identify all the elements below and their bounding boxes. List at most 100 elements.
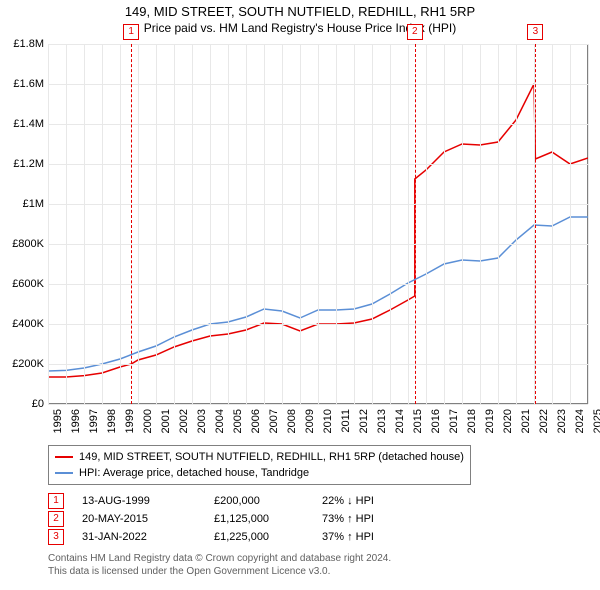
x-axis-label: 2009 [304,409,316,433]
gridline-v [408,44,409,404]
gridline-v [372,44,373,404]
gridline-v [264,44,265,404]
x-axis-label: 1998 [106,409,118,433]
y-axis-label: £1.8M [4,38,44,50]
annotation-price: £1,125,000 [214,513,322,525]
legend-swatch [55,472,73,474]
annotation-number-box: 1 [48,493,64,509]
legend-item: 149, MID STREET, SOUTH NUTFIELD, REDHILL… [55,449,464,465]
legend-label: HPI: Average price, detached house, Tand… [79,467,309,479]
gridline-v [570,44,571,404]
footer-line: This data is licensed under the Open Gov… [48,565,588,578]
gridline-v [480,44,481,404]
legend-label: 149, MID STREET, SOUTH NUTFIELD, REDHILL… [79,451,464,463]
y-axis-label: £1M [4,198,44,210]
x-axis-label: 1999 [124,409,136,433]
annotation-row: 1 13-AUG-1999£200,00022% ↓ HPI [48,492,374,510]
gridline-v [588,44,589,404]
gridline-v [354,44,355,404]
x-axis-label: 2007 [268,409,280,433]
gridline-v [174,44,175,404]
gridline-v [552,44,553,404]
x-axis-label: 1996 [70,409,82,433]
annotation-pct-vs-hpi: 22% ↓ HPI [322,495,374,507]
chart-container: 149, MID STREET, SOUTH NUTFIELD, REDHILL… [0,0,600,590]
x-axis-label: 2002 [178,409,190,433]
annotation-number-box: 2 [48,511,64,527]
gridline-v [192,44,193,404]
gridline-v [48,44,49,404]
event-marker-box: 2 [407,24,423,40]
x-axis-label: 2023 [556,409,568,433]
event-marker-line [131,44,132,404]
chart-title: 149, MID STREET, SOUTH NUTFIELD, REDHILL… [0,0,600,19]
annotation-pct-vs-hpi: 37% ↑ HPI [322,531,374,543]
x-axis-label: 1995 [52,409,64,433]
event-marker-line [535,44,536,404]
gridline-v [210,44,211,404]
footer-line: Contains HM Land Registry data © Crown c… [48,552,588,565]
gridline-v [426,44,427,404]
x-axis-label: 2024 [574,409,586,433]
legend: 149, MID STREET, SOUTH NUTFIELD, REDHILL… [48,445,471,485]
x-axis-label: 2010 [322,409,334,433]
legend-item: HPI: Average price, detached house, Tand… [55,465,464,481]
x-axis-label: 2014 [394,409,406,433]
y-axis-label: £0 [4,398,44,410]
y-axis-label: £400K [4,318,44,330]
y-axis-label: £1.6M [4,78,44,90]
x-axis-label: 2016 [430,409,442,433]
annotation-price: £1,225,000 [214,531,322,543]
gridline-v [138,44,139,404]
x-axis-label: 2022 [538,409,550,433]
annotation-number-box: 3 [48,529,64,545]
gridline-v [444,44,445,404]
y-axis-label: £800K [4,238,44,250]
y-axis-label: £1.4M [4,118,44,130]
gridline-v [462,44,463,404]
x-axis-label: 2008 [286,409,298,433]
annotation-date: 31-JAN-2022 [82,531,214,543]
gridline-v [390,44,391,404]
x-axis-label: 1997 [88,409,100,433]
legend-swatch [55,456,73,458]
x-axis-label: 2011 [340,409,352,433]
gridline-v [516,44,517,404]
gridline-v [84,44,85,404]
attribution-footer: Contains HM Land Registry data © Crown c… [48,552,588,578]
x-axis-label: 2018 [466,409,478,433]
x-axis-label: 2006 [250,409,262,433]
gridline-v [102,44,103,404]
annotation-date: 13-AUG-1999 [82,495,214,507]
annotation-row: 220-MAY-2015£1,125,00073% ↑ HPI [48,510,374,528]
x-axis-label: 2012 [358,409,370,433]
gridline-v [156,44,157,404]
event-marker-box: 3 [527,24,543,40]
x-axis-label: 2004 [214,409,226,433]
x-axis-label: 2013 [376,409,388,433]
gridline-v [300,44,301,404]
gridline-v [228,44,229,404]
annotation-pct-vs-hpi: 73% ↑ HPI [322,513,374,525]
x-axis-label: 2005 [232,409,244,433]
x-axis-label: 2017 [448,409,460,433]
y-axis-label: £200K [4,358,44,370]
y-axis-label: £1.2M [4,158,44,170]
x-axis-label: 2003 [196,409,208,433]
gridline-v [66,44,67,404]
gridline-v [336,44,337,404]
x-axis-label: 2019 [484,409,496,433]
annotation-table: 1 13-AUG-1999£200,00022% ↓ HPI 220-MAY-201… [48,492,374,546]
x-axis-label: 2020 [502,409,514,433]
y-axis-label: £600K [4,278,44,290]
event-marker-line [415,44,416,404]
x-axis-label: 2021 [520,409,532,433]
x-axis-label: 2000 [142,409,154,433]
x-axis-label: 2015 [412,409,424,433]
annotation-row: 3 31-JAN-2022£1,225,00037% ↑ HPI [48,528,374,546]
annotation-price: £200,000 [214,495,322,507]
plot-area: £0£200K£400K£600K£800K£1M£1.2M£1.4M£1.6M… [48,44,588,404]
x-axis-label: 2025 [592,409,600,433]
gridline-v [282,44,283,404]
gridline-v [246,44,247,404]
